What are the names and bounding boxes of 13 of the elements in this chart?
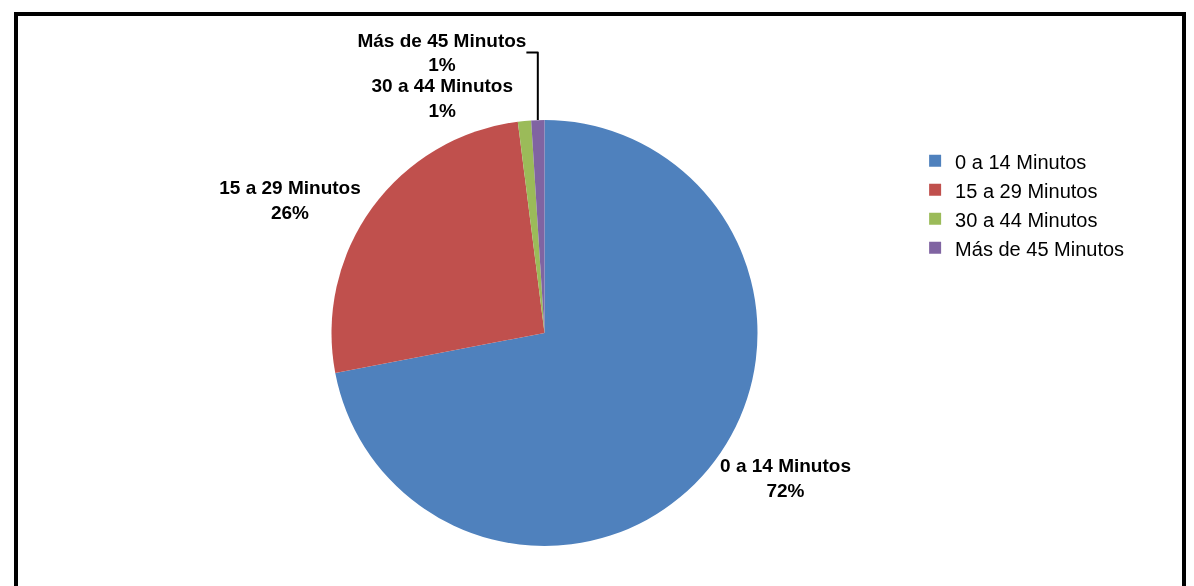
slice-label: 0 a 14 Minutos [720,455,851,477]
slice-label: 15 a 29 Minutos [219,177,361,199]
legend-label: 30 a 44 Minutos [955,208,1098,231]
legend-label: 0 a 14 Minutos [955,150,1087,173]
data-label: 72% [766,479,805,501]
legend-label: 15 a 29 Minutos [955,179,1098,202]
data-label: 1% [428,100,457,122]
data-label: 1% [428,54,456,76]
slice-label: 30 a 44 Minutos [371,75,514,97]
slice-label: Más de 45 Minutos [357,29,527,51]
data-label: 26% [270,201,310,223]
pie-slice [531,120,545,333]
legend-label: Más de 45 Minutos [955,237,1125,260]
